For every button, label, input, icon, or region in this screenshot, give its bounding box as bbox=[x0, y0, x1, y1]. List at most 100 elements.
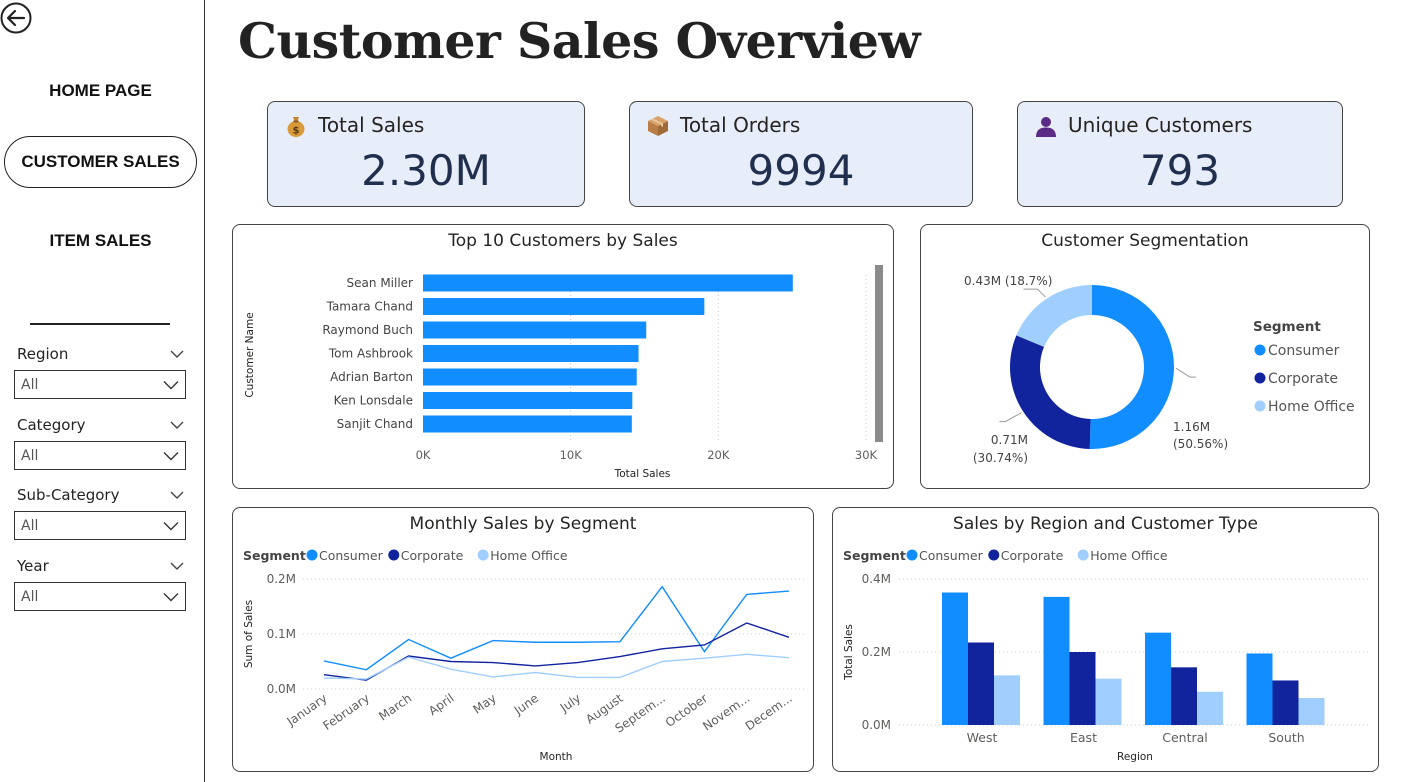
top-customers-panel: Top 10 Customers by Sales 0K 10K 20K 30K Sea… bbox=[232, 224, 894, 489]
y-tick-label: Tom Ashbrook bbox=[328, 347, 413, 361]
chevron-down-icon bbox=[163, 592, 179, 601]
legend-marker bbox=[388, 549, 400, 561]
page-title: Customer Sales Overview bbox=[238, 12, 921, 70]
bar bbox=[423, 345, 639, 362]
donut-slice bbox=[1089, 285, 1174, 449]
sidebar-divider bbox=[30, 323, 170, 325]
y-tick-label: 0.1M bbox=[267, 627, 296, 641]
x-tick-label: April bbox=[426, 691, 457, 718]
bar bbox=[423, 415, 632, 433]
x-tick-label: February bbox=[320, 691, 372, 733]
legend-marker bbox=[306, 549, 318, 561]
region-sales-chart: Segment Consumer Corporate Home Office 0.0M 0… bbox=[843, 548, 1370, 763]
kpi-value: 2.30M bbox=[361, 146, 491, 195]
slicer-header[interactable]: Year bbox=[14, 554, 186, 578]
legend-label: Consumer bbox=[1268, 343, 1340, 359]
x-tick-label: East bbox=[1070, 730, 1097, 745]
kpi-label: Unique Customers bbox=[1068, 113, 1253, 137]
chart-title: Monthly Sales by Segment bbox=[409, 514, 637, 534]
bar bbox=[1272, 680, 1299, 725]
legend-marker bbox=[1254, 372, 1266, 384]
legend-marker bbox=[1254, 344, 1266, 356]
bar bbox=[994, 675, 1020, 725]
slicer-header[interactable]: Category bbox=[14, 413, 186, 437]
legend-marker bbox=[988, 549, 1000, 561]
back-arrow-icon[interactable] bbox=[0, 2, 32, 34]
y-tick-label: Raymond Buch bbox=[322, 323, 413, 337]
kpi-unique-customers-card[interactable]: Unique Customers 793 bbox=[1017, 101, 1343, 207]
segmentation-chart: 1.16M (50.56%) 0.71M (30.74%) 0.43M (18.7%) S… bbox=[964, 274, 1355, 465]
leader-line bbox=[999, 412, 1022, 423]
bar bbox=[1197, 691, 1223, 725]
y-tick-label: Sanjit Chand bbox=[337, 417, 413, 431]
svg-text:$: $ bbox=[293, 126, 300, 137]
donut-slice bbox=[1010, 335, 1091, 449]
x-tick-label: Novem... bbox=[700, 691, 752, 733]
chevron-down-icon bbox=[163, 521, 179, 530]
bar bbox=[1069, 652, 1096, 725]
kpi-total-sales-card[interactable]: $ Total Sales 2.30M bbox=[267, 101, 585, 207]
person-icon bbox=[1036, 117, 1056, 137]
legend-marker bbox=[477, 549, 489, 561]
x-tick-label: West bbox=[967, 730, 998, 745]
nav-label: ITEM SALES bbox=[49, 231, 152, 250]
legend-label: Corporate bbox=[1001, 548, 1064, 563]
chart-title: Sales by Region and Customer Type bbox=[953, 514, 1258, 534]
chevron-down-icon bbox=[170, 562, 184, 570]
bar bbox=[423, 298, 705, 315]
x-axis-label: Total Sales bbox=[614, 468, 671, 480]
y-tick-label: 0.2M bbox=[267, 572, 296, 586]
monthly-sales-chart: Segment Consumer Corporate Home Office 0.0M 0… bbox=[243, 548, 805, 763]
legend-label: Home Office bbox=[1090, 548, 1168, 563]
dropdown-value: All bbox=[21, 588, 39, 605]
legend-label: Home Office bbox=[490, 548, 568, 563]
kpi-value: 793 bbox=[1139, 146, 1221, 195]
slicer-category: Category All bbox=[14, 413, 186, 470]
slicer-label: Sub-Category bbox=[17, 486, 120, 504]
x-tick-label: July bbox=[557, 691, 584, 715]
bar bbox=[423, 368, 637, 386]
money-bag-icon: $ bbox=[287, 117, 305, 137]
y-tick-label: 0.4M bbox=[862, 572, 891, 586]
x-tick-label: 0K bbox=[416, 448, 431, 462]
chart-title: Customer Segmentation bbox=[1041, 231, 1249, 251]
nav-label: HOME PAGE bbox=[49, 81, 152, 100]
data-label: 1.16M bbox=[1173, 420, 1210, 434]
x-tick-label: March bbox=[376, 691, 414, 723]
kpi-label: Total Orders bbox=[680, 113, 801, 137]
legend-marker bbox=[1077, 549, 1089, 561]
region-dropdown[interactable]: All bbox=[14, 370, 186, 399]
bar bbox=[1171, 667, 1197, 725]
nav-item-sales-button[interactable]: ITEM SALES bbox=[4, 215, 197, 267]
bar bbox=[1043, 596, 1070, 725]
nav-customer-sales-button[interactable]: CUSTOMER SALES bbox=[4, 136, 197, 188]
x-tick-label: 10K bbox=[560, 448, 583, 462]
slicer-year: Year All bbox=[14, 554, 186, 611]
x-tick-label: 20K bbox=[707, 448, 730, 462]
slicer-label: Year bbox=[17, 557, 49, 575]
slicer-header[interactable]: Sub-Category bbox=[14, 483, 186, 507]
year-dropdown[interactable]: All bbox=[14, 582, 186, 611]
x-tick-label: May bbox=[470, 691, 498, 717]
dropdown-value: All bbox=[21, 376, 39, 393]
x-tick-label: Central bbox=[1162, 730, 1208, 745]
y-axis-label: Customer Name bbox=[244, 312, 256, 397]
y-axis-label: Sum of Sales bbox=[243, 600, 255, 668]
segmentation-panel: Customer Segmentation 1.16M (50.56%) 0.71M… bbox=[920, 224, 1370, 489]
package-icon bbox=[648, 116, 668, 136]
nav-home-page-button[interactable]: HOME PAGE bbox=[4, 65, 197, 117]
y-tick-label: Tamara Chand bbox=[326, 300, 413, 314]
bar bbox=[423, 321, 647, 339]
y-tick-label: 0.2M bbox=[862, 645, 891, 659]
legend-marker bbox=[906, 549, 918, 561]
data-label: (30.74%) bbox=[973, 451, 1028, 465]
slicer-sub-category: Sub-Category All bbox=[14, 483, 186, 540]
bar bbox=[423, 392, 633, 409]
category-dropdown[interactable]: All bbox=[14, 441, 186, 470]
kpi-total-orders-card[interactable]: Total Orders 9994 bbox=[629, 101, 973, 207]
slicer-header[interactable]: Region bbox=[14, 342, 186, 366]
legend-title: Segment bbox=[243, 548, 306, 563]
sub-category-dropdown[interactable]: All bbox=[14, 511, 186, 540]
data-label: (50.56%) bbox=[1173, 437, 1228, 451]
